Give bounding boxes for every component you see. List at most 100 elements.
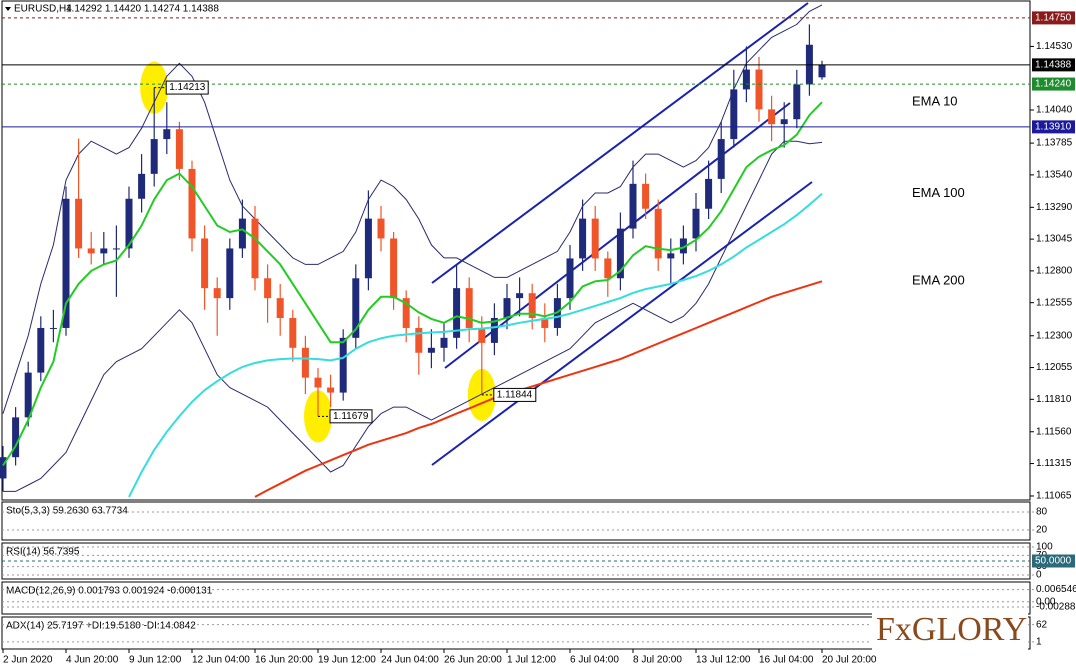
candle-body — [667, 253, 675, 259]
candle-body — [427, 347, 435, 353]
candle-body — [37, 327, 45, 373]
x-tick-label: 13 Jul 12:00 — [696, 655, 751, 666]
candle-body — [138, 173, 146, 199]
candle-body — [541, 317, 549, 328]
menu-arrow — [5, 7, 11, 11]
y-tick-label: 1.14040 — [1036, 105, 1073, 116]
candle-body — [742, 69, 750, 90]
panel-tick-label: 0.006546 — [1036, 584, 1076, 595]
annotation-label: 1.11679 — [333, 411, 369, 422]
panel-tick-label: 62 — [1036, 619, 1048, 630]
main-frame — [1, 0, 1031, 501]
channel-line — [431, 2, 809, 284]
panel-level-label: 50.0000 — [1035, 556, 1072, 567]
candle-body — [264, 278, 272, 299]
ema-label: EMA 100 — [912, 185, 965, 200]
y-tick-label: 1.13290 — [1036, 202, 1073, 213]
price-level-label: 1.14750 — [1035, 13, 1072, 24]
candle-body — [490, 317, 498, 343]
price-level-tag — [1032, 77, 1075, 91]
price-level-tag — [1032, 120, 1075, 134]
candle-body — [377, 218, 385, 239]
candle-body — [579, 218, 587, 259]
candle-body — [175, 129, 183, 169]
candle-body — [402, 298, 410, 328]
logo: FxGLORY — [876, 611, 1027, 648]
candle-body — [339, 337, 347, 393]
y-tick-label: 1.11315 — [1036, 458, 1072, 469]
channel-line — [431, 181, 813, 466]
panel-title: Sto(5,3,3) 59.2630 63.7734 — [6, 506, 128, 517]
y-tick-label: 1.13045 — [1036, 234, 1073, 245]
candle-body — [24, 372, 32, 418]
x-tick-label: 2 Jun 2020 — [3, 655, 53, 666]
x-tick-label: 26 Jun 20:00 — [444, 655, 502, 666]
candle-body — [768, 109, 776, 125]
candle-body — [125, 198, 133, 249]
y-tick-label: 1.11810 — [1036, 394, 1072, 405]
annotation-box — [165, 80, 209, 95]
x-tick-label: 20 Jul 20:00 — [822, 655, 877, 666]
y-tick-label: 1.14530 — [1036, 41, 1073, 52]
panel-tick-label: -0.002887 — [1036, 602, 1076, 613]
candle-body — [591, 218, 599, 259]
candle-body — [528, 293, 536, 318]
x-tick-label: 8 Jul 20:00 — [633, 655, 682, 666]
x-tick-label: 9 Jun 12:00 — [129, 655, 182, 666]
y-tick-label: 1.13540 — [1036, 170, 1073, 181]
panel-frame — [1, 616, 1031, 650]
candle-body — [604, 258, 612, 279]
y-tick-label: 1.12800 — [1036, 266, 1073, 277]
candle-body — [327, 387, 335, 393]
candle-body — [100, 248, 108, 254]
candle-body — [188, 168, 196, 239]
candle-body — [238, 218, 246, 249]
panel-title: RSI(14) 56.7395 — [6, 547, 80, 558]
logo-bg — [872, 608, 1028, 650]
price-level-tag — [1032, 11, 1075, 25]
annotation-label: 1.14213 — [169, 82, 206, 93]
panel-tick-label: 100 — [1036, 542, 1053, 553]
ema-line — [2, 101, 823, 467]
y-tick-label: 1.11065 — [1036, 491, 1072, 502]
main-layer: 1.14530 1.14040 1.13785 1.13540 1.13290 1.130… — [0, 4, 1076, 666]
candle-body — [390, 238, 398, 299]
quote: 1.14292 1.14420 1.14274 1.14388 — [66, 4, 219, 15]
annotation-label: 1.11844 — [497, 390, 533, 401]
candle-body — [478, 327, 486, 343]
panel-tick-label: 80 — [1036, 507, 1048, 518]
candle-body — [163, 129, 171, 140]
candle-body — [201, 238, 209, 289]
candle-body — [679, 238, 687, 254]
candle-body — [818, 64, 826, 78]
symbol-title: EURUSD,H4 — [14, 4, 72, 15]
y-tick-label: 1.12055 — [1036, 362, 1073, 373]
panel-frame — [1, 581, 1031, 615]
y-tick-label: 1.13785 — [1036, 138, 1073, 149]
candle-body — [251, 218, 259, 279]
candle-body — [793, 84, 801, 120]
candle-body — [150, 139, 158, 174]
candle-body — [62, 198, 70, 328]
price-level-tag — [1032, 58, 1075, 72]
candle-body — [503, 298, 511, 318]
candle-body — [364, 218, 372, 279]
x-tick-label: 6 Jul 04:00 — [570, 655, 619, 666]
candle-body — [352, 278, 360, 338]
candle-body — [717, 139, 725, 179]
x-tick-label: 24 Jun 04:00 — [381, 655, 439, 666]
panel-tick-label: 0 — [1036, 570, 1042, 581]
price-level-label: 1.13910 — [1035, 122, 1072, 133]
candle-body — [226, 248, 234, 299]
candle-body — [0, 457, 7, 479]
candle-body — [314, 377, 322, 388]
candle-body — [440, 337, 448, 348]
candle-body — [705, 178, 713, 209]
panel-tick-label: 1 — [1036, 637, 1042, 648]
ema-label: EMA 10 — [912, 94, 958, 109]
candle-body — [453, 288, 461, 338]
x-tick-label: 12 Jun 04:00 — [192, 655, 250, 666]
